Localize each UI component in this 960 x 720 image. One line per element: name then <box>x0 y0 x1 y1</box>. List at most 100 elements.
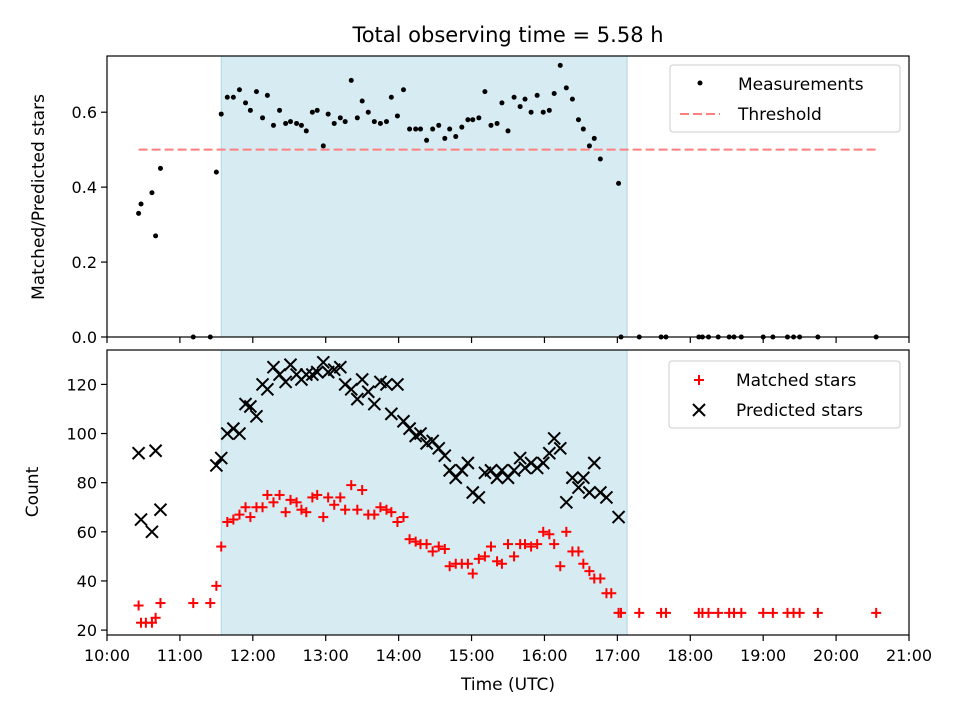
matched-star-point <box>155 598 166 609</box>
matched-star-point <box>549 539 560 550</box>
legend-label-threshold: Threshold <box>737 105 822 125</box>
measurement-point <box>342 119 348 125</box>
matched-star-point <box>616 607 627 618</box>
predicted-star-point <box>384 407 399 421</box>
measurement-point <box>157 165 163 171</box>
matched-star-point <box>794 607 805 618</box>
bottom-x-tick-label: 17:00 <box>594 646 640 665</box>
predicted-star-point <box>316 355 331 369</box>
matched-star-point <box>404 534 415 545</box>
matched-star-point <box>323 492 334 503</box>
measurement-point <box>575 117 581 123</box>
matched-star-point <box>439 544 450 555</box>
matched-star-point <box>285 494 296 505</box>
bottom-y-tick-label: 120 <box>66 375 97 394</box>
measurement-point <box>418 126 424 132</box>
measurement-point <box>447 126 453 132</box>
measurement-point <box>283 120 289 126</box>
measurement-point <box>314 107 320 113</box>
bottom-legend: Matched stars Predicted stars <box>668 360 901 429</box>
matched-star-point <box>485 541 496 552</box>
bottom-y-tick-label: 100 <box>66 425 97 444</box>
matched-star-point <box>462 558 473 569</box>
measurement-point <box>325 111 331 117</box>
top-x-axis <box>106 337 910 343</box>
matched-star-point <box>211 580 222 591</box>
predicted-star-point <box>611 510 626 524</box>
matched-star-point <box>421 539 432 550</box>
matched-star-point <box>301 507 312 518</box>
matched-star-point <box>427 546 438 557</box>
matched-star-point <box>526 541 537 552</box>
measurement-point <box>499 100 505 106</box>
measurement-point <box>424 137 430 143</box>
bottom-x-tick-label: 20:00 <box>813 646 859 665</box>
predicted-star-point <box>249 409 264 424</box>
bottom-x-tick-label: 10:00 <box>84 646 130 665</box>
matched-star-point <box>595 573 606 584</box>
matched-star-point <box>188 598 199 609</box>
measurement-point <box>136 210 142 216</box>
bottom-observing-window <box>220 349 628 636</box>
predicted-star-point <box>278 375 293 389</box>
predicted-star-point <box>148 444 163 458</box>
matched-star-point <box>268 497 279 508</box>
legend-marker-measurements <box>697 80 703 86</box>
measurement-point <box>557 62 563 68</box>
matched-star-point <box>660 607 671 618</box>
predicted-star-point <box>131 446 146 460</box>
matched-star-point <box>444 561 455 572</box>
measurement-point <box>337 115 343 121</box>
measurement-point <box>400 87 406 93</box>
matched-star-point <box>713 607 724 618</box>
matched-star-point <box>871 607 882 618</box>
measurement-point <box>298 122 304 128</box>
measurement-point <box>540 109 546 115</box>
predicted-star-point <box>355 372 369 387</box>
measurement-point <box>260 115 266 121</box>
matched-star-point <box>335 492 346 503</box>
measurement-point <box>294 120 300 126</box>
predicted-star-point <box>153 502 168 517</box>
measurement-point <box>407 126 413 132</box>
matched-star-point <box>205 598 216 609</box>
legend-label-predicted: Predicted stars <box>736 401 863 421</box>
predicted-star-point <box>507 463 521 478</box>
matched-star-point <box>703 607 714 618</box>
predicted-star-point <box>390 377 405 392</box>
measurement-point <box>580 126 586 132</box>
measurement-point <box>377 120 383 126</box>
predicted-star-point <box>565 471 580 485</box>
matched-star-point <box>369 509 380 520</box>
measurement-point <box>465 117 471 123</box>
matched-star-point <box>561 526 572 537</box>
measurement-point <box>569 96 575 102</box>
measurement-point <box>551 90 557 96</box>
predicted-star-point <box>344 382 358 397</box>
measurement-point <box>528 109 534 115</box>
predicted-star-point <box>379 377 394 392</box>
matched-star-point <box>634 607 645 618</box>
measurement-point <box>388 94 394 100</box>
measurement-point <box>243 100 249 106</box>
measurement-point <box>476 115 482 121</box>
matched-star-point <box>538 526 549 537</box>
measurement-point <box>394 113 400 119</box>
predicted-star-point <box>553 441 567 455</box>
matched-star-point <box>280 507 291 518</box>
predicted-star-point <box>413 426 428 441</box>
matched-star-point <box>509 551 520 562</box>
top-y-tick-label: 0.2 <box>72 253 97 272</box>
matched-star-point <box>318 512 329 523</box>
measurements-points <box>136 62 879 340</box>
top-y-axis: 0.0 0.2 0.4 0.6 <box>72 103 107 347</box>
predicted-star-point <box>472 490 486 505</box>
measurement-point <box>494 120 500 126</box>
matched-star-point <box>240 502 251 513</box>
predicted-star-point <box>243 399 258 414</box>
measurement-point <box>470 117 476 123</box>
matched-star-point <box>467 568 478 579</box>
matched-star-point <box>584 566 595 577</box>
matched-star-point <box>555 561 566 572</box>
measurement-point <box>253 89 259 95</box>
